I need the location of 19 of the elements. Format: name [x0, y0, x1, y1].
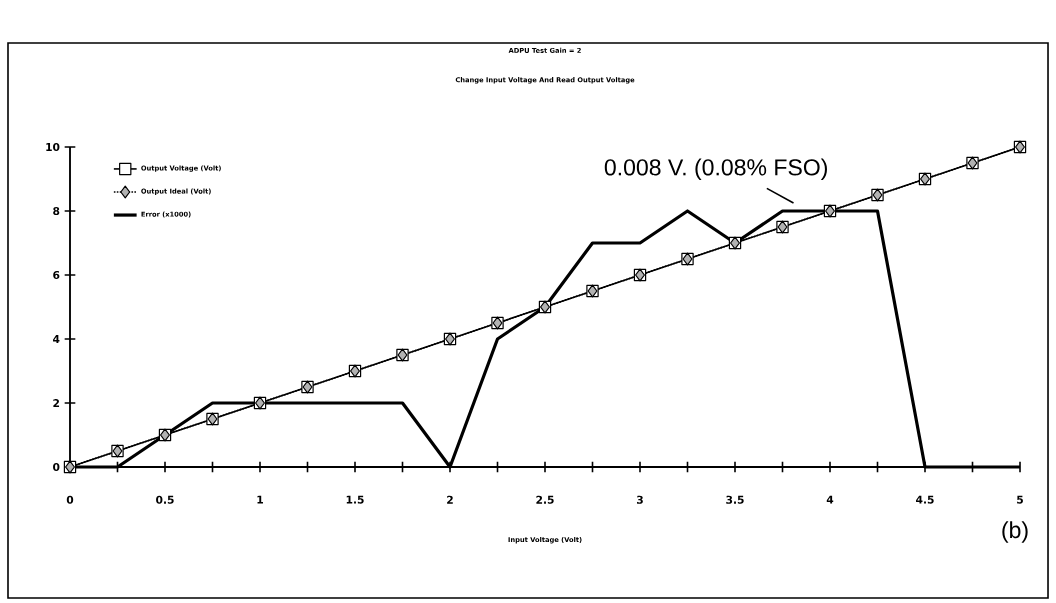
y-tick-label: 0 — [53, 462, 60, 472]
x-tick-label: 1 — [257, 495, 263, 504]
y-tick-label: 8 — [53, 206, 60, 216]
y-tick-label: 2 — [53, 399, 60, 407]
y-tick-label: 4 — [53, 335, 60, 343]
x-tick-label: 3.5 — [726, 495, 744, 504]
x-tick-label: 3 — [637, 495, 643, 504]
x-tick-label: 2.5 — [536, 495, 554, 504]
x-tick-label: 4.5 — [916, 495, 934, 504]
x-tick-label: 1.5 — [346, 495, 364, 504]
y-tick-label: 10 — [46, 142, 60, 152]
x-tick-label: 4 — [826, 495, 834, 504]
x-tick-label: 2 — [447, 495, 453, 504]
x-tick-label: 0 — [66, 495, 74, 504]
x-tick-label: 0.5 — [156, 495, 174, 504]
y-tick-label: 6 — [53, 270, 60, 280]
annotation: 0.008 V. (0.08% FSO) — [604, 158, 827, 181]
text: (b) — [1002, 521, 1028, 543]
x-tick-label: 5 — [1017, 495, 1023, 504]
